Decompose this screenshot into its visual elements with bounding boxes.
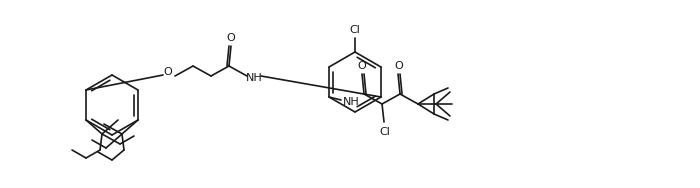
Text: Cl: Cl [349,25,360,35]
Text: O: O [358,61,366,71]
Text: NH: NH [246,73,262,83]
Text: Cl: Cl [379,127,391,137]
Text: O: O [164,67,172,77]
Text: O: O [395,61,403,71]
Text: NH: NH [342,97,359,107]
Text: O: O [227,33,235,43]
